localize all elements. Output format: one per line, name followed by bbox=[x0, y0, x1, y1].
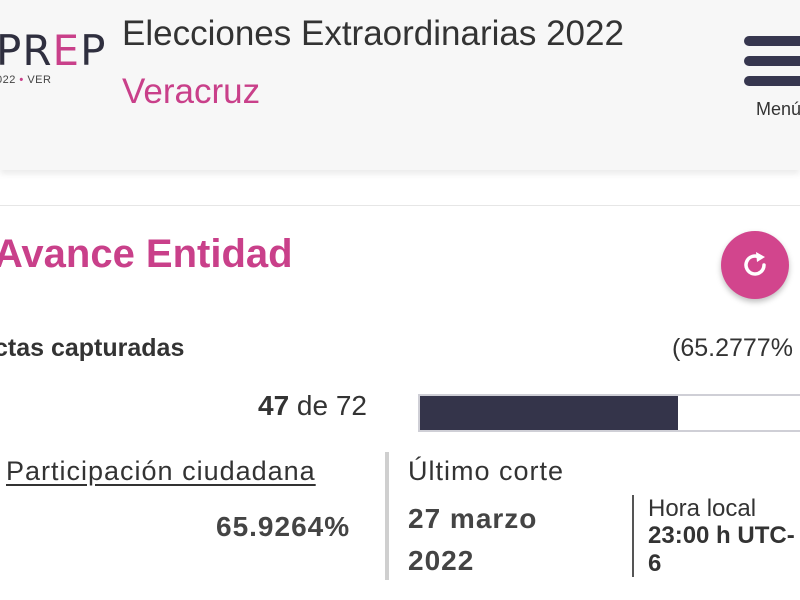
hora-value-line2: 6 bbox=[648, 550, 662, 577]
hora-local-value: 23:00 h UTC- 6 bbox=[648, 522, 800, 578]
participacion-link[interactable]: Participación ciudadana bbox=[6, 456, 316, 486]
section-title: Avance Entidad bbox=[0, 232, 293, 276]
refresh-icon bbox=[744, 252, 766, 276]
column-divider bbox=[385, 452, 389, 580]
actas-percentage: (65.2777% bbox=[672, 334, 793, 362]
refresh-button[interactable] bbox=[721, 231, 789, 299]
actas-label: ctas capturadas bbox=[0, 334, 185, 362]
actas-count: 47 de 72 bbox=[258, 390, 367, 422]
actas-count-done: 47 bbox=[258, 390, 290, 421]
progress-bar bbox=[418, 394, 800, 432]
participacion-value: 65.9264% bbox=[216, 511, 351, 542]
hamburger-icon bbox=[744, 36, 800, 46]
page-title: Elecciones Extraordinarias 2022 bbox=[122, 14, 624, 53]
menu-label: Menú bbox=[756, 99, 800, 119]
hora-value-line1: 23:00 h UTC- bbox=[648, 522, 795, 549]
menu-button[interactable]: Menú bbox=[744, 36, 800, 126]
prep-logo[interactable]: PREP 022 • VER bbox=[0, 30, 106, 90]
hora-local-label: Hora local bbox=[648, 495, 757, 522]
hamburger-icon-bar bbox=[744, 76, 800, 86]
logo-subtext: 022 • VER bbox=[0, 74, 52, 86]
page-subtitle: Veracruz bbox=[122, 72, 261, 111]
divider bbox=[0, 205, 800, 206]
app-header: PREP 022 • VER Elecciones Extraordinaria… bbox=[0, 0, 800, 170]
progress-bar-fill bbox=[420, 396, 679, 430]
ultimo-corte-label: Último corte bbox=[408, 456, 565, 486]
logo-wordmark: PREP bbox=[0, 26, 107, 75]
hamburger-icon-bar bbox=[744, 56, 800, 66]
actas-count-total: de 72 bbox=[289, 390, 368, 421]
time-divider bbox=[632, 495, 634, 577]
ultimo-corte-date: 27 marzo 2022 bbox=[408, 503, 538, 576]
